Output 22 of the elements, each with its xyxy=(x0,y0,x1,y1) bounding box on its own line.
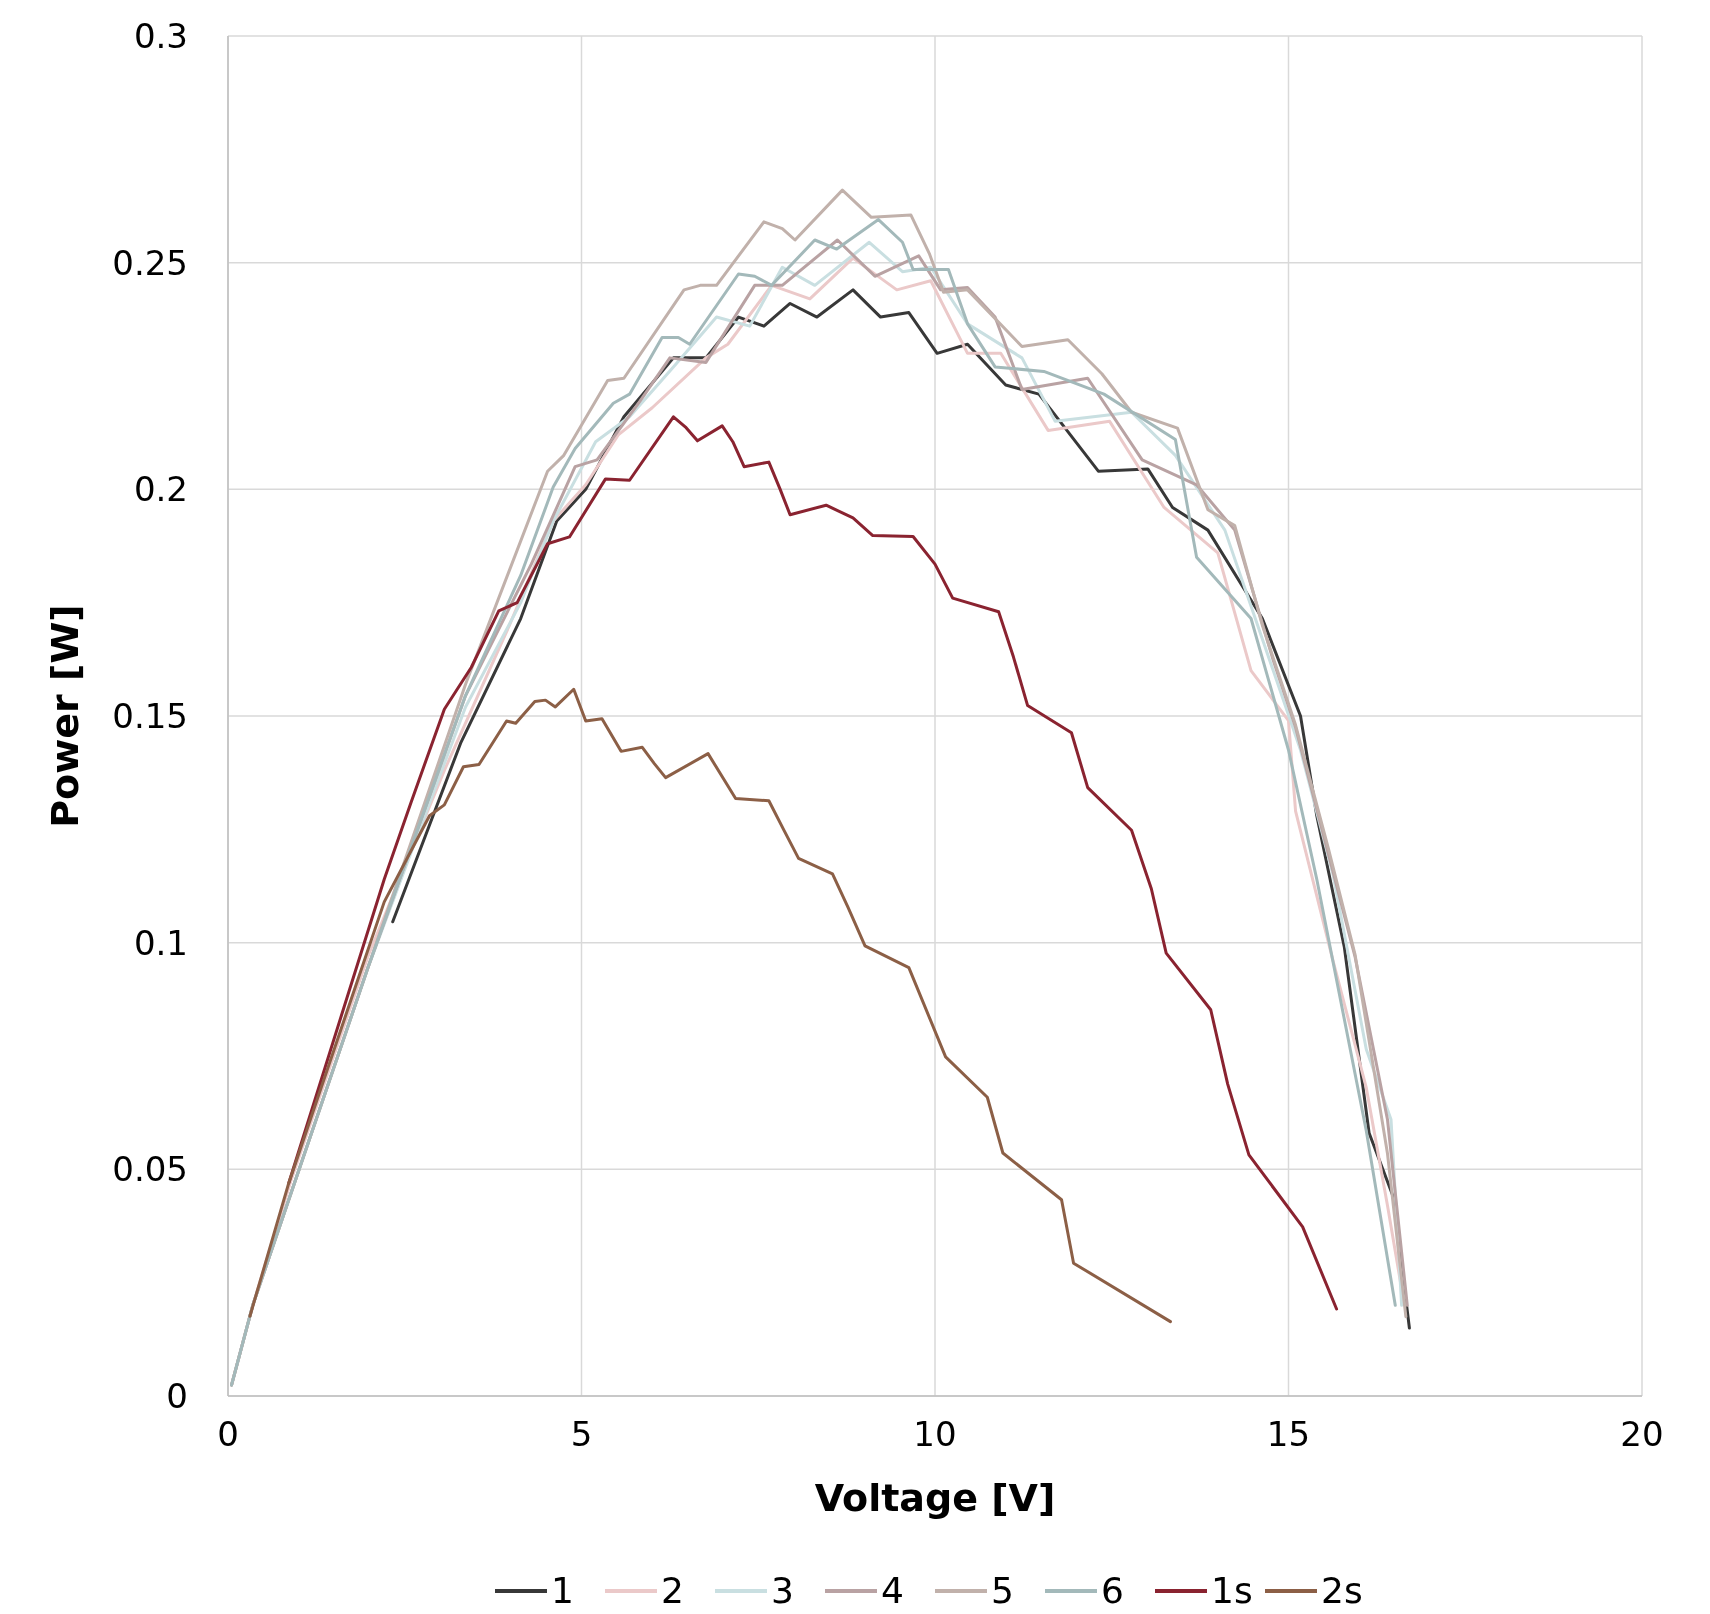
x-tick-label: 20 xyxy=(1620,1414,1664,1454)
legend-label: 1 xyxy=(551,1570,574,1611)
x-tick-label: 15 xyxy=(1266,1414,1311,1454)
y-tick-label: 0.1 xyxy=(133,922,188,963)
y-axis-title: Power [W] xyxy=(43,604,87,828)
x-axis-title: Voltage [V] xyxy=(814,1476,1056,1520)
legend-label: 1s xyxy=(1211,1570,1253,1611)
legend-label: 4 xyxy=(881,1570,904,1611)
legend-label: 2s xyxy=(1321,1570,1363,1611)
y-tick-label: 0.3 xyxy=(133,16,188,56)
legend-label: 2 xyxy=(661,1570,684,1611)
x-tick-label: 0 xyxy=(217,1414,239,1454)
legend-label: 6 xyxy=(1101,1570,1124,1611)
y-tick-label: 0 xyxy=(166,1376,188,1416)
y-tick-label: 0.2 xyxy=(133,469,188,510)
x-tick-label: 5 xyxy=(570,1414,593,1454)
x-tick-label: 10 xyxy=(913,1414,957,1454)
legend-label: 5 xyxy=(991,1570,1014,1611)
legend-label: 3 xyxy=(771,1570,794,1611)
y-tick-label: 0.05 xyxy=(112,1149,188,1190)
y-tick-label: 0.25 xyxy=(112,242,188,283)
y-tick-label: 0.15 xyxy=(112,696,188,736)
